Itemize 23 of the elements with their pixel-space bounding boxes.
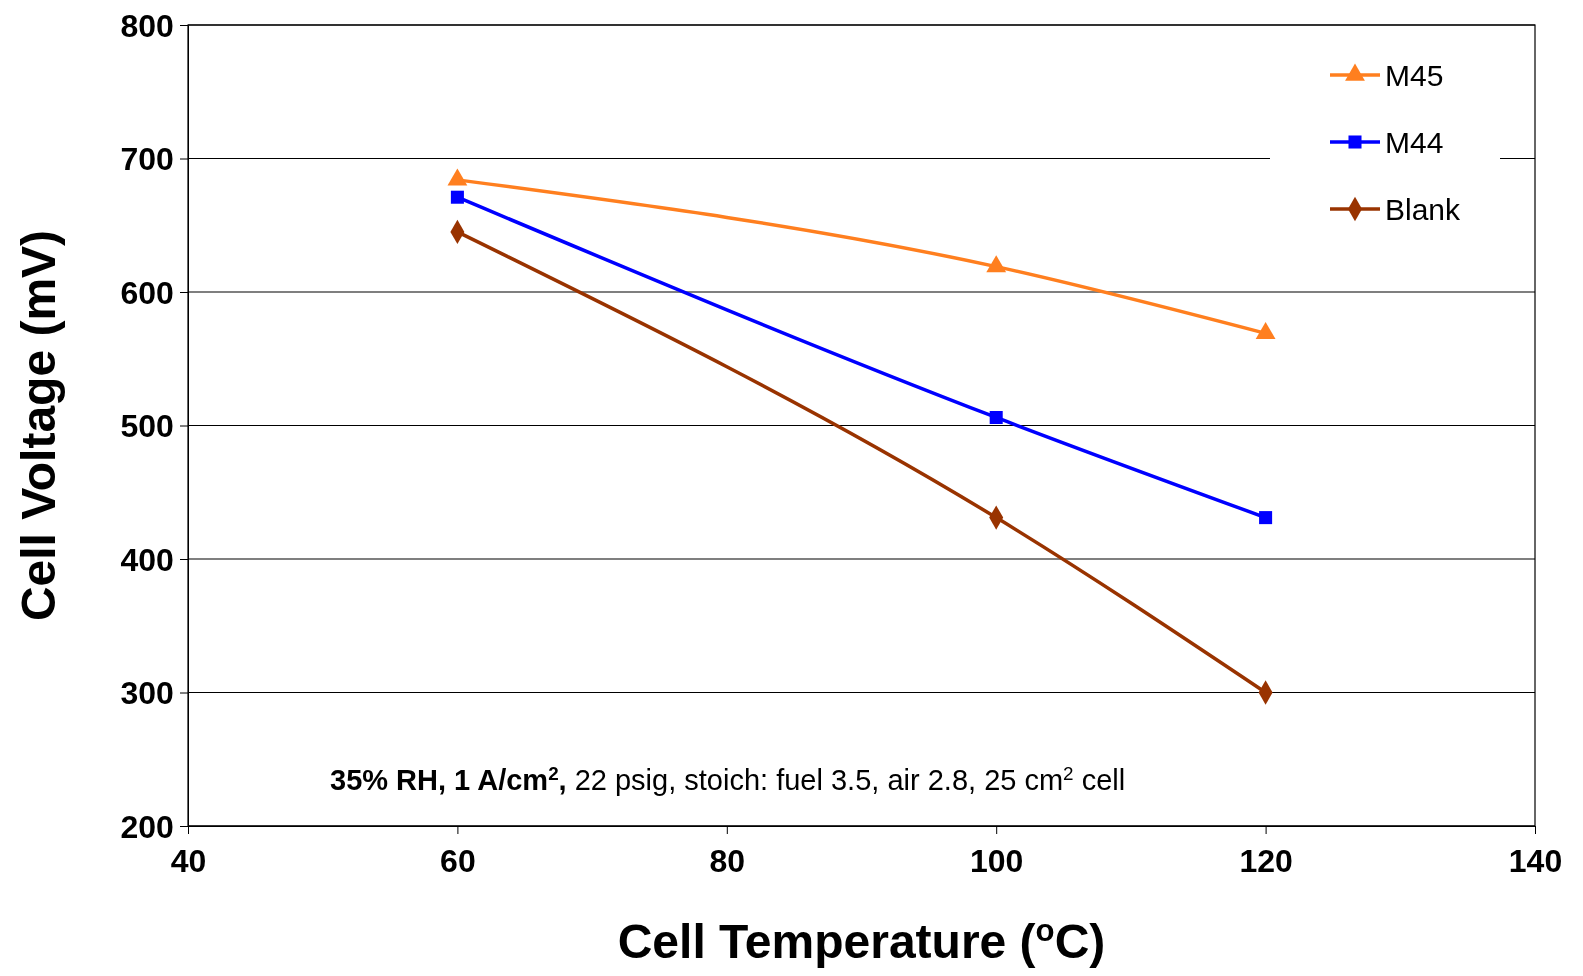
annotation: 35% RH, 1 A/cm$^{2}$, (330, 762, 567, 796)
legend-label: Blank (1385, 192, 1462, 226)
point (1259, 511, 1273, 525)
legend-label: M44 (1385, 125, 1444, 159)
x-tick-label: 100 (970, 843, 1024, 880)
point (450, 190, 464, 204)
y-tick-label: 600 (120, 274, 174, 311)
annotation: 22 psig, stoich: fuel 3.5, air 2.8, 25 cm$^{2}$ cell (574, 762, 1126, 796)
y-tick-label: 200 (120, 808, 174, 845)
x-tick-label: 120 (1239, 843, 1293, 880)
y-tick-label: 300 (120, 675, 174, 712)
x-axis-title: Cell Temperature ($^{o}$C) (617, 912, 1106, 968)
x-tick-label: 40 (170, 843, 207, 880)
legend-label: M45 (1385, 58, 1444, 92)
point (989, 410, 1003, 425)
y-tick-label: 800 (120, 7, 174, 44)
y-tick-label: 400 (120, 541, 174, 578)
x-tick-label: 60 (440, 843, 476, 880)
y-tick-label: 700 (120, 141, 174, 178)
x-tick-label: 80 (709, 843, 746, 880)
y-axis-title: Cell Voltage (mV) (12, 229, 65, 622)
x-tick-label: 140 (1508, 843, 1563, 880)
y-tick-label: 500 (120, 408, 174, 445)
